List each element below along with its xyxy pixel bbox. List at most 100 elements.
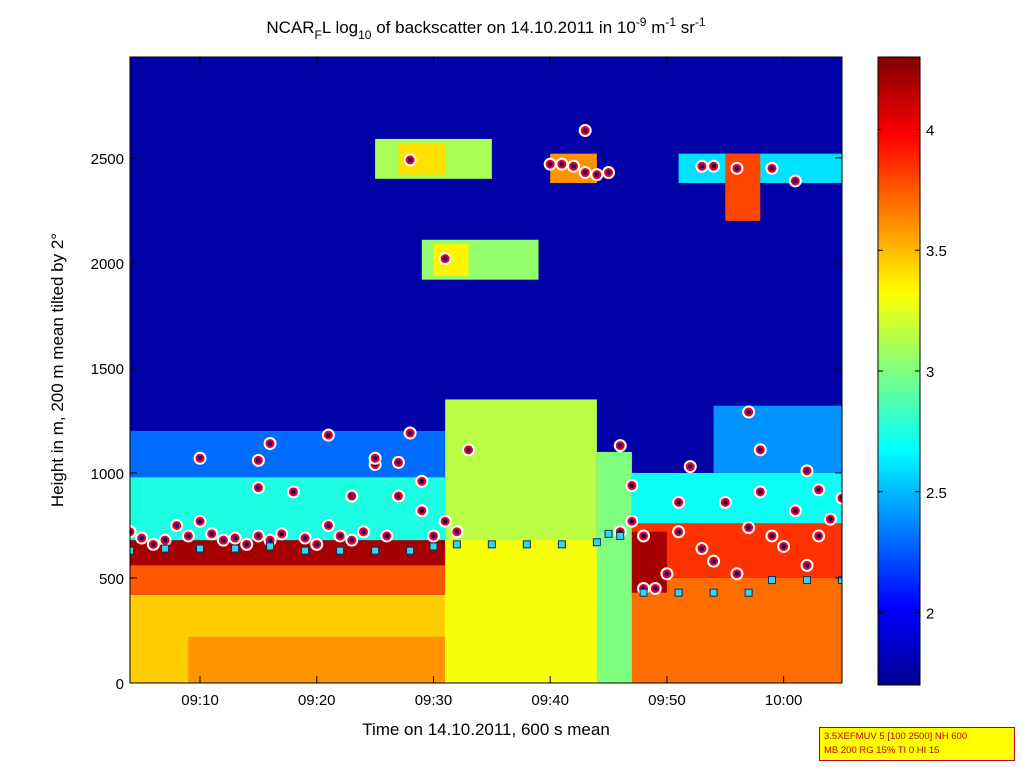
layer-point-core — [232, 535, 238, 541]
layer-point-core — [314, 542, 320, 547]
heatmap-cell — [596, 451, 632, 683]
layer-point-core — [582, 128, 588, 133]
layer-point-core — [828, 516, 833, 522]
heatmap-cell — [130, 477, 446, 541]
layer-point-core — [711, 163, 716, 169]
layer-point-square — [130, 546, 134, 555]
y-axis-label: Height in m, 200 m mean tilted by 2° — [48, 233, 67, 507]
layer-point-square — [452, 540, 461, 549]
layer-point-core — [804, 468, 810, 474]
layer-point-core — [337, 533, 343, 539]
layer-point-core — [746, 409, 751, 415]
layer-point-core — [384, 533, 390, 539]
layer-point-core — [629, 518, 635, 524]
layer-point-core — [244, 542, 250, 547]
layer-point-square — [639, 588, 648, 597]
layer-point-square — [161, 544, 170, 553]
layer-point-core — [746, 525, 751, 530]
layer-point-square — [767, 576, 776, 585]
layer-point-core — [209, 531, 215, 537]
colorbar-tick-label: 2.5 — [926, 485, 947, 502]
layer-point-core — [722, 500, 728, 505]
layer-point-core — [431, 533, 436, 539]
layer-point-core — [407, 430, 413, 436]
layer-point-core — [291, 489, 296, 495]
layer-point-core — [396, 493, 401, 499]
layer-point-square — [487, 540, 496, 549]
layer-point-circle — [835, 491, 842, 505]
layer-point-core — [594, 172, 600, 177]
layer-point-square — [709, 588, 718, 597]
layer-point-core — [407, 157, 413, 163]
layer-point-core — [757, 447, 763, 453]
layer-point-core — [442, 518, 448, 524]
heatmap-cell — [130, 430, 446, 478]
chart-title: NCARFL log10 of backscatter on 14.10.201… — [266, 15, 706, 42]
layer-point-square — [266, 542, 275, 551]
layer-point-core — [676, 500, 681, 505]
layer-point-core — [629, 483, 635, 488]
y-tick-label: 2000 — [91, 256, 124, 273]
layer-point-core — [804, 563, 810, 568]
x-tick-label: 10:00 — [765, 692, 803, 709]
layer-point-square — [406, 546, 415, 555]
stamp-line-1: 3.5XEFMUV 5 [100 2500] NH 600 — [824, 731, 968, 742]
layer-point-core — [547, 161, 553, 167]
plot-area: 09:10 09:20 09:30 09:40 09:50 10:00 0 500 1000 1… — [91, 56, 843, 709]
heatmap-cell — [725, 153, 761, 221]
layer-point-core — [267, 441, 273, 446]
layer-point-core — [279, 531, 285, 537]
layer-point-square — [802, 576, 811, 585]
layer-point-core — [559, 161, 565, 167]
layer-point-core — [256, 458, 261, 463]
layer-point-square — [429, 542, 438, 551]
layer-point-square — [301, 546, 310, 555]
layer-point-square — [371, 546, 380, 555]
layer-point-square — [674, 588, 683, 597]
layer-point-core — [139, 535, 144, 541]
layer-point-core — [349, 493, 355, 499]
layer-point-core — [326, 432, 331, 438]
layer-point-square — [604, 529, 613, 538]
layer-point-core — [162, 537, 168, 543]
layer-point-core — [711, 558, 716, 564]
colorbar: 2 2.5 3 3.5 4 — [877, 56, 947, 686]
heatmap-cell — [713, 405, 842, 473]
colorbar-tick-label: 3 — [926, 364, 934, 381]
layer-point-core — [839, 495, 842, 501]
y-tick-label: 1000 — [91, 466, 124, 483]
colorbar-tick-label: 2 — [926, 606, 934, 623]
layer-point-core — [396, 460, 401, 465]
backscatter-heatmap — [130, 57, 842, 683]
layer-point-core — [757, 489, 763, 495]
layer-point-core — [256, 533, 261, 539]
y-tick-label: 500 — [99, 571, 124, 588]
layer-point-core — [664, 571, 670, 577]
layer-point-core — [174, 523, 179, 528]
layer-point-core — [699, 163, 705, 169]
layer-point-core — [641, 533, 646, 539]
x-tick-label: 09:50 — [648, 692, 686, 709]
layer-point-core — [781, 544, 786, 549]
layer-point-core — [267, 537, 273, 543]
layer-point-core — [652, 586, 658, 591]
layer-point-core — [769, 533, 775, 539]
x-axis-label: Time on 14.10.2011, 600 s mean — [362, 720, 610, 739]
marker-layer — [130, 124, 842, 597]
layer-point-core — [793, 178, 798, 184]
layer-point-core — [734, 571, 740, 577]
x-tick-label: 09:10 — [181, 692, 219, 709]
layer-point-core — [130, 529, 133, 535]
layer-point-core — [606, 170, 611, 175]
layer-point-core — [151, 542, 156, 547]
layer-point-core — [687, 464, 693, 469]
y-tick-label: 1500 — [91, 361, 124, 378]
heatmap-cell — [631, 472, 842, 524]
layer-point-square — [336, 546, 345, 555]
layer-point-square — [616, 531, 625, 540]
layer-point-core — [734, 166, 740, 171]
heatmap-cell — [631, 531, 667, 593]
layer-point-core — [256, 485, 261, 490]
layer-point-core — [454, 529, 460, 535]
